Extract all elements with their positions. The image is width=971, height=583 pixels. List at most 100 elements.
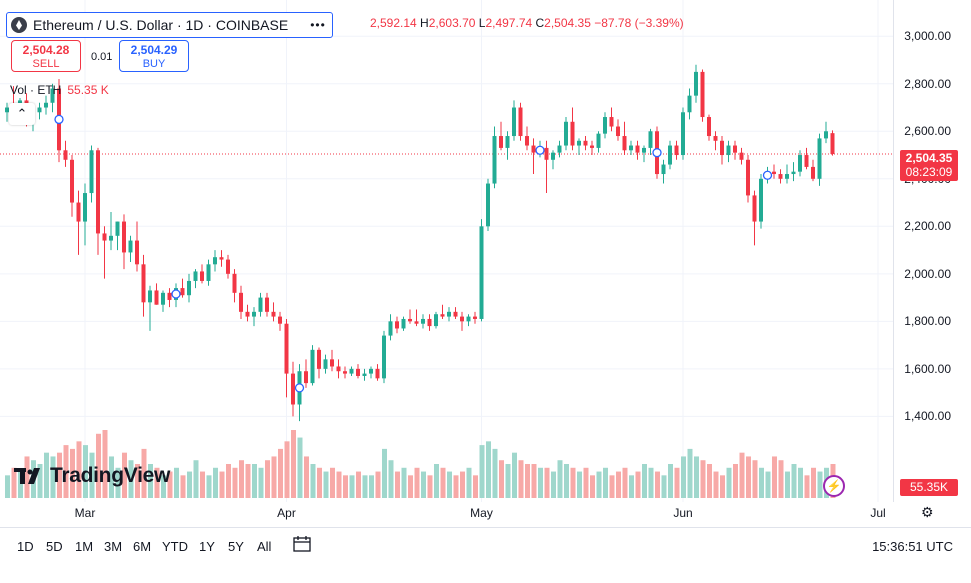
range-button-1m[interactable]: 1M <box>75 539 94 554</box>
candle-body <box>492 136 497 184</box>
candle-body <box>408 318 412 322</box>
chart-area[interactable]: Ethereum / U.S. Dollar · 1D · COINBASE •… <box>0 0 893 502</box>
bar-countdown: 08:23:09 <box>905 165 953 179</box>
settings-gear-icon[interactable]: ⚙ <box>921 504 934 520</box>
volume-bar <box>343 475 348 498</box>
tradingview-logo[interactable]: TradingView <box>14 464 170 488</box>
volume-bar <box>109 456 114 498</box>
lightning-icon[interactable]: ⚡ <box>823 475 845 497</box>
volume-bar <box>122 452 127 498</box>
volume-bar <box>167 471 173 498</box>
volume-bar <box>583 467 589 498</box>
sell-label: SELL <box>32 58 60 70</box>
buy-label: BUY <box>142 58 166 70</box>
price-tick-label: 2,000.00 <box>904 266 951 281</box>
price-tick-label: 2,800.00 <box>904 76 951 91</box>
candle-body <box>356 368 360 376</box>
time-tick-label: Apr <box>277 506 296 520</box>
range-button-3m[interactable]: 3M <box>104 539 123 554</box>
candle-body <box>421 318 425 324</box>
volume-legend[interactable]: Vol · ETH 55.35 K <box>10 83 109 97</box>
candle-body <box>499 136 503 148</box>
brand-name: TradingView <box>50 464 171 487</box>
volume-bar <box>297 437 303 498</box>
event-marker-icon <box>171 289 181 299</box>
symbol-legend[interactable]: Ethereum / U.S. Dollar · 1D · COINBASE •… <box>6 12 333 38</box>
range-button-all[interactable]: All <box>257 539 272 554</box>
clock[interactable]: 15:36:51 UTC <box>872 539 953 554</box>
volume-bar <box>440 467 446 498</box>
volume-bar <box>778 460 784 498</box>
sell-button[interactable]: 2,504.28 SELL <box>11 40 81 72</box>
volume-bar <box>700 460 706 498</box>
candle-body <box>349 368 354 374</box>
volume-bar <box>362 475 368 498</box>
symbol-title[interactable]: Ethereum / U.S. Dollar · 1D · COINBASE <box>33 17 289 33</box>
range-button-ytd[interactable]: YTD <box>162 539 188 554</box>
candle-body <box>37 107 42 113</box>
volume-bar <box>791 464 797 498</box>
last-price: 2,504.35 <box>905 151 953 165</box>
candle-body <box>310 349 315 384</box>
volume-bar <box>687 448 693 498</box>
range-button-6m[interactable]: 6M <box>133 539 152 554</box>
sell-price: 2,504.28 <box>22 43 70 57</box>
candle-body <box>89 150 94 194</box>
calendar-icon[interactable] <box>293 536 311 552</box>
volume-bar <box>226 464 231 498</box>
candle-body <box>317 349 321 369</box>
bottom-toolbar: 1D 5D 1M 3M 6M YTD 1Y 5Y All 15:36:51 UTC <box>0 527 971 566</box>
range-button-1y[interactable]: 1Y <box>199 539 215 554</box>
volume-bar <box>395 471 400 498</box>
range-button-1d[interactable]: 1D <box>17 539 34 554</box>
candle-body <box>785 174 789 179</box>
volume-bar <box>421 471 426 498</box>
volume-bar <box>11 467 17 498</box>
volume-bar <box>726 467 732 498</box>
time-tick-label: Jul <box>870 506 886 520</box>
price-tick-label: 3,000.00 <box>904 29 951 44</box>
volume-bar <box>752 460 758 498</box>
time-axis[interactable]: Mar Apr May Jun Jul <box>0 502 893 524</box>
range-button-5d[interactable]: 5D <box>46 539 63 554</box>
volume-bar <box>668 464 673 498</box>
candle-body <box>141 264 146 303</box>
more-options-icon[interactable]: ••• <box>310 18 326 32</box>
volume-bar <box>538 467 543 498</box>
volume-bar <box>219 471 225 498</box>
volume-bar <box>681 456 686 498</box>
volume-bar <box>596 471 602 498</box>
low-value: 2,497.74 <box>485 16 533 30</box>
volume-bar <box>466 467 472 498</box>
price-axis[interactable]: 3,000.002,800.002,600.002,400.002,200.00… <box>893 0 971 502</box>
candle-body <box>362 373 367 376</box>
volume-bar <box>544 467 550 498</box>
volume-bar <box>349 475 355 498</box>
candle-body <box>50 88 55 103</box>
price-chart[interactable] <box>0 0 893 502</box>
candle-body <box>5 107 9 113</box>
candle-body <box>681 112 685 156</box>
volume-bar <box>733 464 738 498</box>
collapse-legend-button[interactable]: ⌃ <box>9 103 35 125</box>
candle-body <box>200 271 204 281</box>
volume-bar <box>629 475 634 498</box>
volume-bar <box>317 467 322 498</box>
volume-bar <box>304 456 309 498</box>
volume-bar <box>232 467 238 498</box>
candle-body <box>720 140 724 156</box>
volume-bar <box>414 467 420 498</box>
candle-body <box>395 321 399 329</box>
volume-bar <box>18 471 23 498</box>
range-button-5y[interactable]: 5Y <box>228 539 244 554</box>
buy-button[interactable]: 2,504.29 BUY <box>119 40 189 72</box>
volume-bar <box>609 475 615 498</box>
candle-body <box>603 117 607 134</box>
candle-body <box>453 311 458 317</box>
candle-body <box>512 107 516 137</box>
event-marker-icon <box>652 148 662 158</box>
volume-bar <box>427 475 433 498</box>
volume-bar <box>57 452 62 498</box>
candle-body <box>531 145 536 153</box>
candle-body <box>525 136 529 146</box>
